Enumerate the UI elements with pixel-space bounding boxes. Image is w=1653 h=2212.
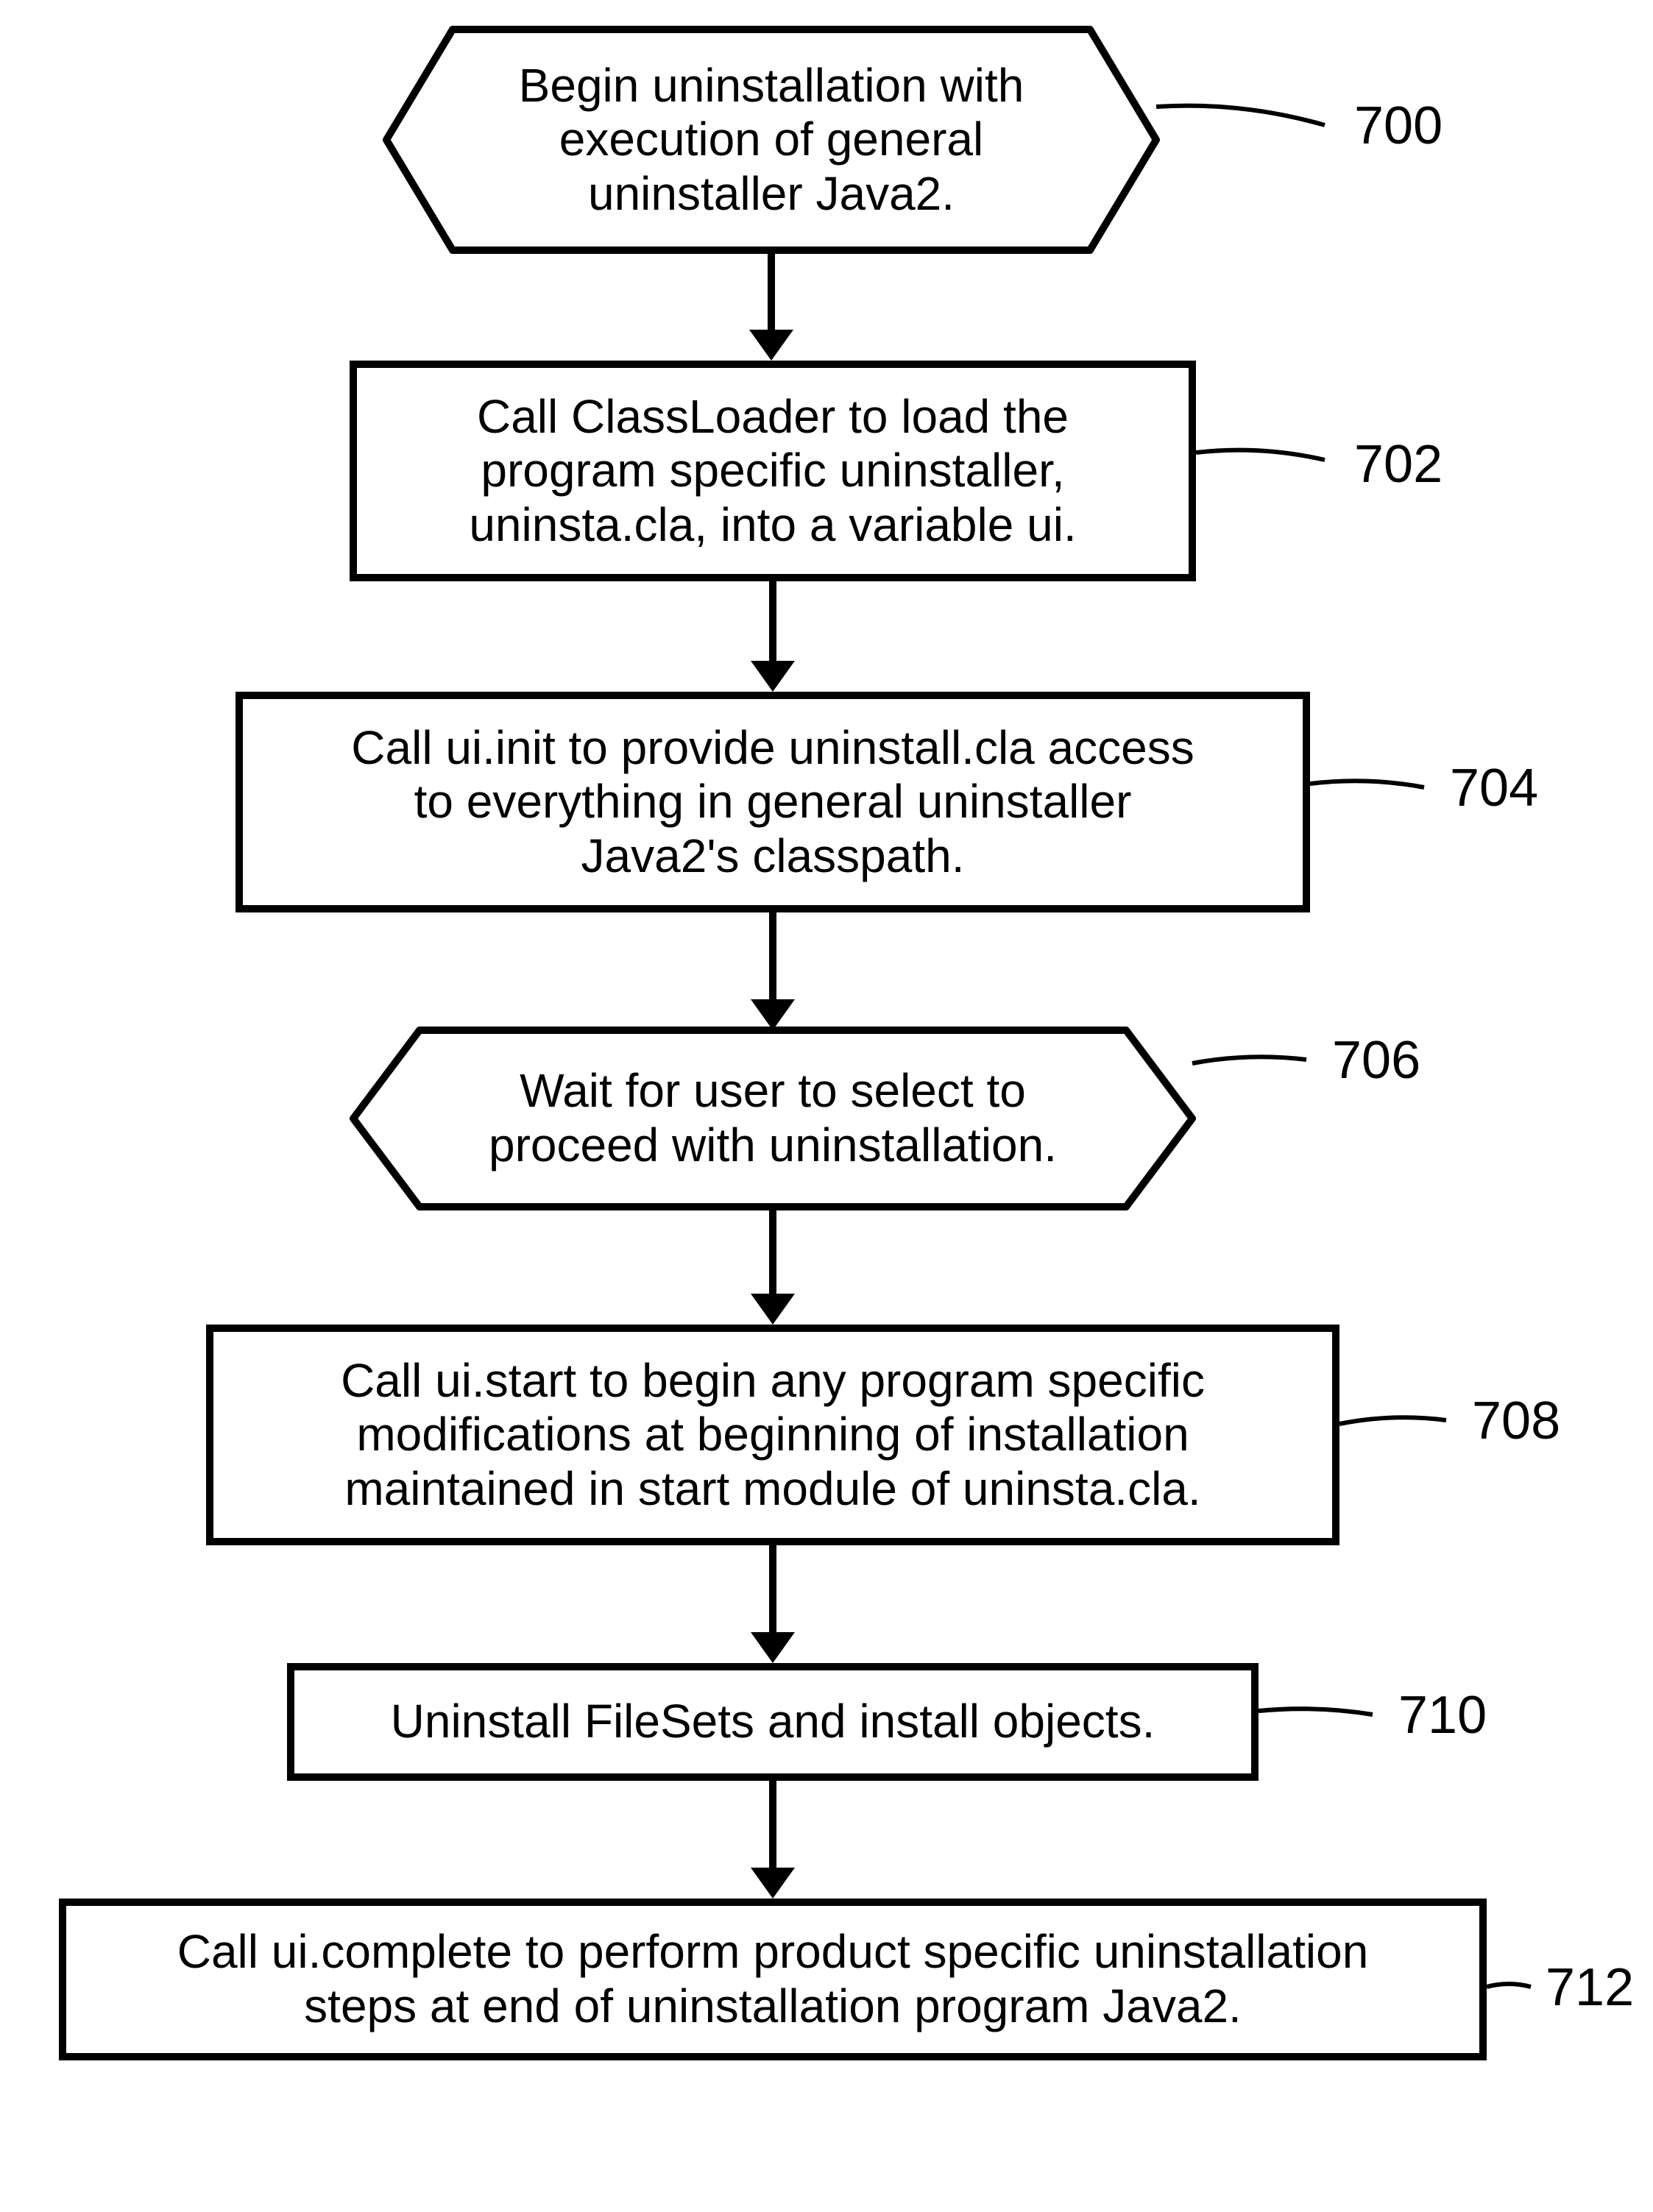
- flowchart-ref-label-n712: 712: [1546, 1957, 1634, 2018]
- flowchart-canvas: Begin uninstallation with execution of g…: [0, 0, 1653, 2212]
- flowchart-leader-n712: [0, 0, 1653, 2212]
